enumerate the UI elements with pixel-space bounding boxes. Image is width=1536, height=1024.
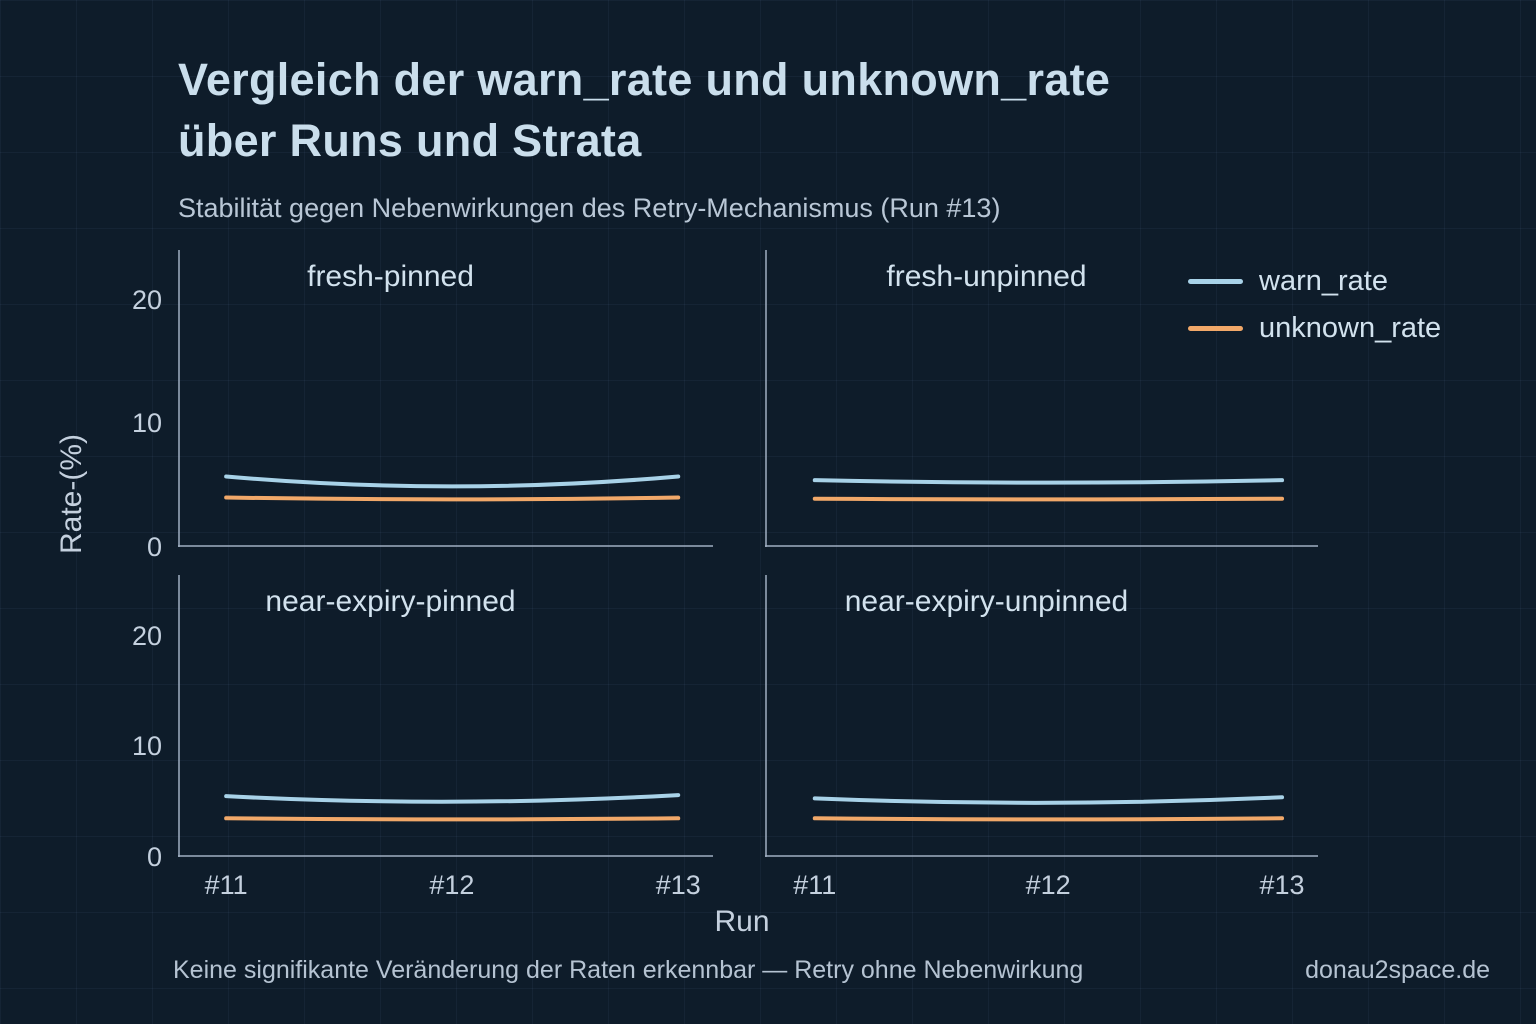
y-axis-label: Rate-(%) <box>55 433 88 555</box>
y-tick-label: 10 <box>131 408 162 439</box>
x-tick-label: #13 <box>655 870 701 900</box>
x-tick-label: #12 <box>1025 870 1071 900</box>
x-tick-label: #12 <box>429 870 475 900</box>
legend-item-unknown-rate: unknown_rate <box>1188 305 1441 352</box>
facet-fresh-pinned: fresh-pinned 0 10 20 <box>132 250 713 562</box>
chart-title-line1: Vergleich der warn_rate und unknown_rate <box>178 54 1111 105</box>
facet-title: fresh-unpinned <box>886 260 1087 293</box>
facet-title: near-expiry-pinned <box>265 585 516 618</box>
facet-plot-area <box>765 575 1318 857</box>
facet-title: near-expiry-unpinned <box>844 585 1129 618</box>
y-tick-label: 20 <box>131 284 162 315</box>
y-tick-label: 0 <box>146 842 162 872</box>
chart-subtitle: Stabilität gegen Nebenwirkungen des Retr… <box>178 193 1001 223</box>
facet-plot-area <box>178 250 713 547</box>
y-tick-label: 10 <box>131 731 162 762</box>
facet-near-expiry-unpinned: near-expiry-unpinned #11 #12 #13 <box>765 575 1318 900</box>
facet-near-expiry-pinned: near-expiry-pinned 0 10 20 #11 #12 #13 <box>132 575 713 900</box>
y-tick-label: 0 <box>146 532 162 562</box>
facet-plot-area <box>765 250 1318 547</box>
legend-label-unknown-rate: unknown_rate <box>1259 312 1442 344</box>
legend-swatch-unknown-rate <box>1188 326 1243 331</box>
x-axis-label: Run <box>714 905 770 938</box>
legend-label-warn-rate: warn_rate <box>1259 265 1388 297</box>
x-tick-label: #13 <box>1259 870 1305 900</box>
legend-swatch-warn-rate <box>1188 279 1243 284</box>
chart-title-line2: über Runs und Strata <box>178 114 642 166</box>
x-tick-label: #11 <box>204 870 248 900</box>
footer-note: Keine signifikante Veränderung der Raten… <box>173 956 1084 984</box>
chart-title: Vergleich der warn_rate und unknown_rate… <box>178 50 1110 172</box>
legend-item-warn-rate: warn_rate <box>1188 258 1441 305</box>
y-tick-label: 20 <box>131 620 162 651</box>
facet-plot-area <box>178 575 713 857</box>
legend: warn_rate unknown_rate <box>1188 258 1441 352</box>
facet-title: fresh-pinned <box>307 260 474 293</box>
watermark: donau2space.de <box>1305 956 1490 984</box>
facet-fresh-unpinned: fresh-unpinned <box>765 250 1318 547</box>
x-tick-label: #11 <box>793 870 837 900</box>
